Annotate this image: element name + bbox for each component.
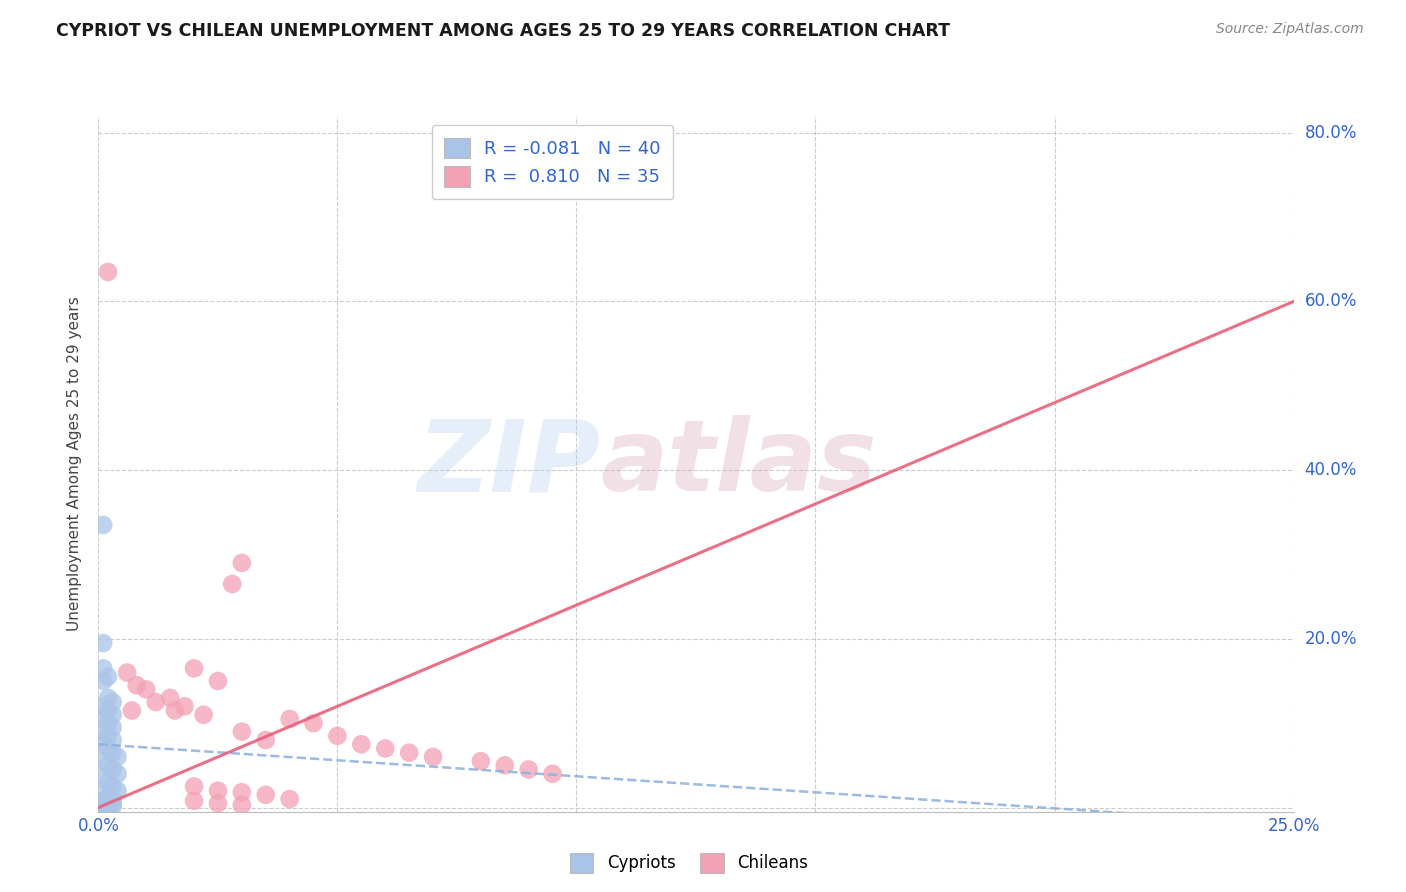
Text: 80.0%: 80.0% <box>1305 124 1357 142</box>
Point <box>97 716 120 731</box>
Point <box>91 771 114 785</box>
Point <box>101 707 124 722</box>
Point <box>91 661 114 675</box>
Point <box>145 695 167 709</box>
Point <box>97 690 120 705</box>
Point <box>97 670 120 684</box>
Text: CYPRIOT VS CHILEAN UNEMPLOYMENT AMONG AGES 25 TO 29 YEARS CORRELATION CHART: CYPRIOT VS CHILEAN UNEMPLOYMENT AMONG AG… <box>56 22 950 40</box>
Point <box>101 780 124 794</box>
Point <box>470 754 492 768</box>
Point <box>97 265 120 279</box>
Point <box>350 737 373 751</box>
Point <box>91 699 114 714</box>
Text: 60.0%: 60.0% <box>1305 293 1357 310</box>
Legend: Cypriots, Chileans: Cypriots, Chileans <box>564 847 814 880</box>
Point <box>207 783 229 797</box>
Point <box>173 699 195 714</box>
Point <box>221 577 243 591</box>
Point <box>101 763 124 777</box>
Point <box>107 750 129 764</box>
Point <box>97 799 120 814</box>
Text: Source: ZipAtlas.com: Source: ZipAtlas.com <box>1216 22 1364 37</box>
Point <box>97 704 120 718</box>
Point <box>193 707 215 722</box>
Point <box>101 733 124 747</box>
Point <box>374 741 396 756</box>
Point <box>97 798 120 813</box>
Point <box>254 733 277 747</box>
Point <box>231 724 253 739</box>
Point <box>97 775 120 789</box>
Point <box>159 690 181 705</box>
Point <box>91 788 114 802</box>
Point <box>101 720 124 734</box>
Point <box>91 754 114 768</box>
Y-axis label: Unemployment Among Ages 25 to 29 years: Unemployment Among Ages 25 to 29 years <box>67 296 83 632</box>
Point <box>91 794 114 808</box>
Point <box>97 729 120 743</box>
Point <box>398 746 420 760</box>
Point <box>91 737 114 751</box>
Text: 40.0%: 40.0% <box>1305 461 1357 479</box>
Point <box>91 712 114 726</box>
Point <box>91 800 114 814</box>
Point <box>91 636 114 650</box>
Point <box>183 794 205 808</box>
Point <box>97 741 120 756</box>
Point <box>97 796 120 810</box>
Point <box>207 673 229 688</box>
Point <box>101 792 124 806</box>
Point <box>183 661 205 675</box>
Point <box>541 766 564 780</box>
Point <box>107 783 129 797</box>
Point <box>302 716 325 731</box>
Point <box>207 797 229 811</box>
Point <box>183 780 205 794</box>
Point <box>101 798 124 813</box>
Point <box>125 678 148 692</box>
Text: atlas: atlas <box>600 416 877 512</box>
Point <box>231 556 253 570</box>
Point <box>91 799 114 814</box>
Point <box>135 682 157 697</box>
Point <box>422 750 444 764</box>
Point <box>97 758 120 772</box>
Point <box>231 785 253 799</box>
Point <box>107 766 129 780</box>
Point <box>115 665 138 680</box>
Point <box>101 695 124 709</box>
Point <box>91 797 114 812</box>
Text: 20.0%: 20.0% <box>1305 630 1357 648</box>
Point <box>278 792 301 806</box>
Point <box>91 724 114 739</box>
Point <box>91 673 114 688</box>
Point <box>278 712 301 726</box>
Point <box>517 763 540 777</box>
Point <box>254 788 277 802</box>
Point <box>326 729 349 743</box>
Text: ZIP: ZIP <box>418 416 600 512</box>
Point <box>163 704 186 718</box>
Point <box>91 518 114 533</box>
Point <box>101 746 124 760</box>
Point <box>97 790 120 805</box>
Point <box>121 704 143 718</box>
Point <box>101 797 124 811</box>
Legend: R = -0.081   N = 40, R =  0.810   N = 35: R = -0.081 N = 40, R = 0.810 N = 35 <box>432 125 673 199</box>
Point <box>231 797 253 812</box>
Point <box>494 758 516 772</box>
